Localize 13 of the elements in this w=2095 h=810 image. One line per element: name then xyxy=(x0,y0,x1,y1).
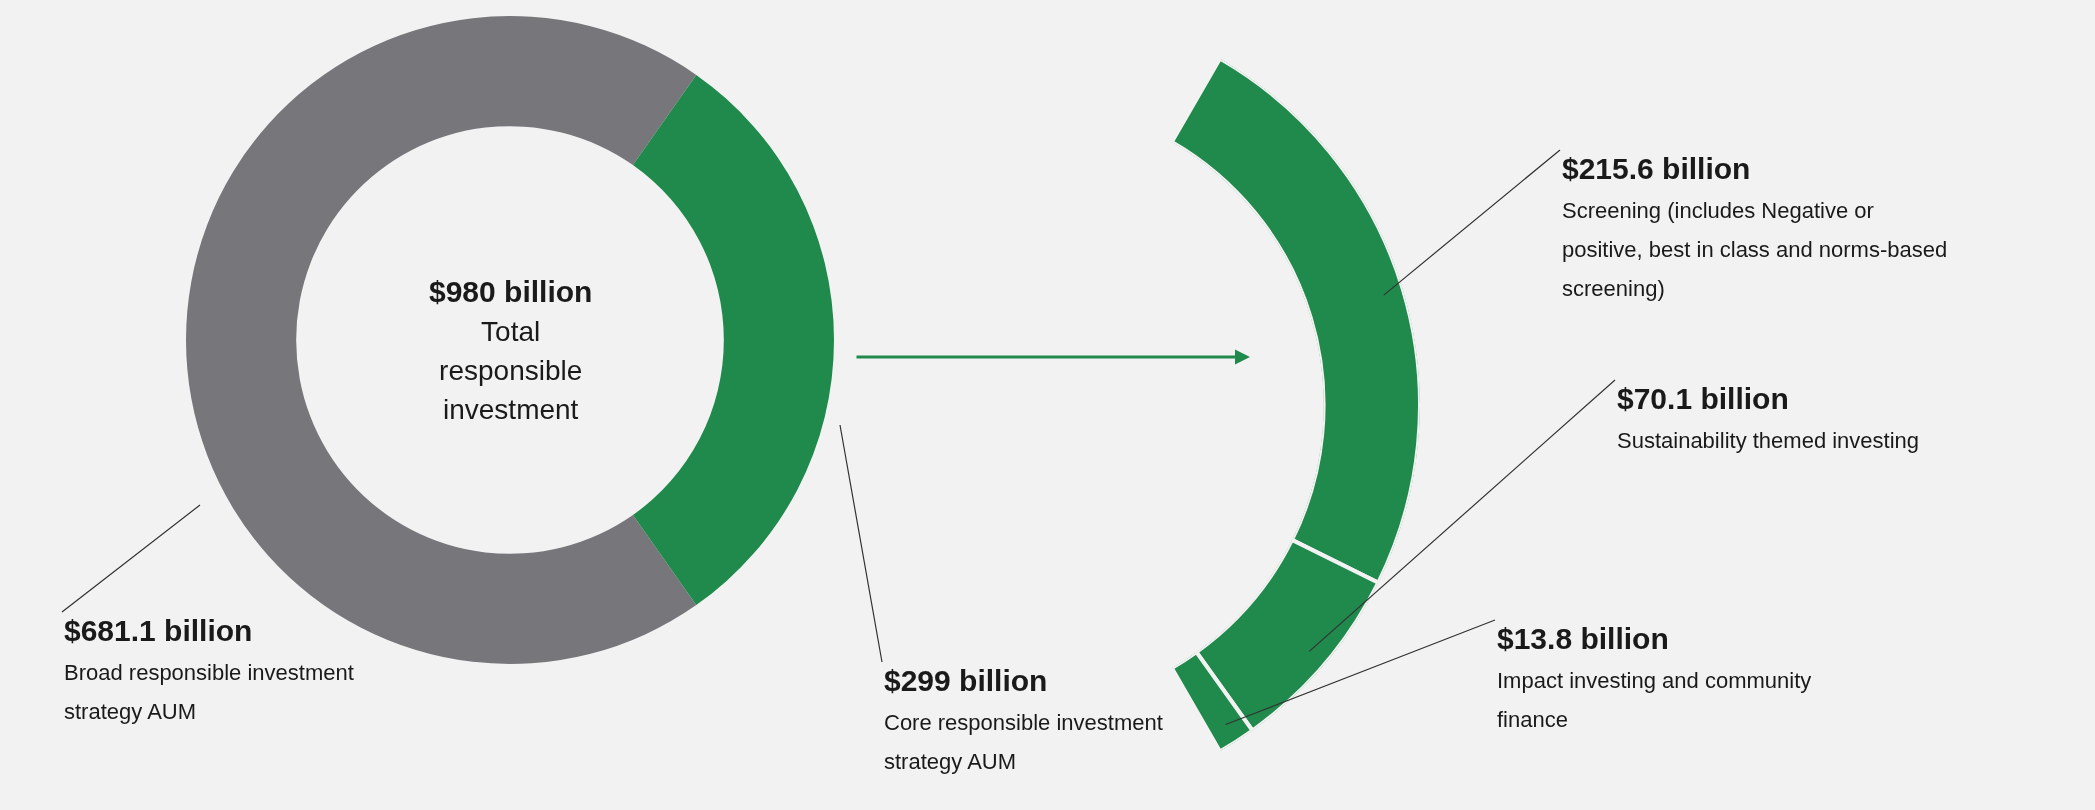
data-label: $70.1 billion xyxy=(1617,382,1789,415)
text: Total responsible investment xyxy=(439,316,583,425)
data-label: $681.1 billion xyxy=(64,614,253,647)
data-label: $299 billion xyxy=(884,664,1048,697)
data-label: $13.8 billion xyxy=(1497,622,1669,655)
donut-slice xyxy=(632,74,834,606)
slice-label: Core responsible investment strategy AUM xyxy=(884,710,1163,774)
slice-label: Impact investing and community finance xyxy=(1497,668,1812,732)
slice-label: Sustainability themed investing xyxy=(1617,428,1920,453)
data-label: $215.6 billion xyxy=(1562,152,1751,185)
slice-label: Screening (includes Negative or positive, best in class and norms-based screening) xyxy=(1562,198,1948,301)
slice-label: Broad responsible investment strategy AUM xyxy=(64,660,354,724)
text: $980 billion xyxy=(429,275,593,308)
